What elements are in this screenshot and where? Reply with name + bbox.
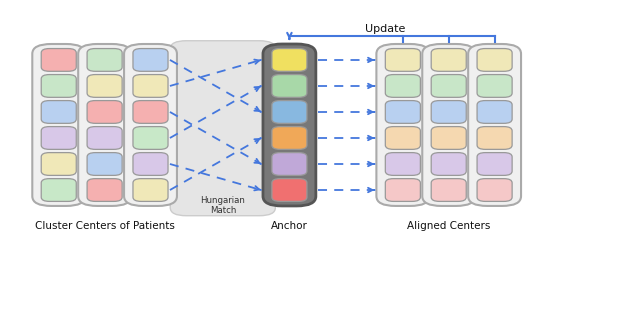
FancyBboxPatch shape (376, 44, 429, 206)
FancyBboxPatch shape (431, 74, 467, 97)
Text: Cluster Centers of Patients: Cluster Centers of Patients (35, 221, 175, 231)
FancyBboxPatch shape (170, 41, 275, 216)
FancyBboxPatch shape (32, 44, 85, 206)
FancyBboxPatch shape (87, 179, 122, 201)
FancyBboxPatch shape (133, 74, 168, 97)
Text: Hungarian
Match: Hungarian Match (200, 196, 245, 215)
FancyBboxPatch shape (124, 44, 177, 206)
FancyBboxPatch shape (477, 74, 512, 97)
FancyBboxPatch shape (477, 153, 512, 175)
FancyBboxPatch shape (272, 179, 307, 201)
FancyBboxPatch shape (477, 179, 512, 201)
FancyBboxPatch shape (87, 49, 122, 71)
FancyBboxPatch shape (477, 127, 512, 149)
FancyBboxPatch shape (431, 127, 467, 149)
FancyBboxPatch shape (133, 127, 168, 149)
FancyBboxPatch shape (41, 74, 76, 97)
Text: Update: Update (365, 24, 406, 34)
FancyBboxPatch shape (41, 179, 76, 201)
FancyBboxPatch shape (272, 74, 307, 97)
FancyBboxPatch shape (431, 101, 467, 123)
FancyBboxPatch shape (87, 74, 122, 97)
FancyBboxPatch shape (87, 127, 122, 149)
FancyBboxPatch shape (431, 49, 467, 71)
FancyBboxPatch shape (385, 49, 420, 71)
FancyBboxPatch shape (385, 179, 420, 201)
FancyBboxPatch shape (431, 179, 467, 201)
FancyBboxPatch shape (385, 153, 420, 175)
Text: Aligned Centers: Aligned Centers (407, 221, 490, 231)
FancyBboxPatch shape (272, 101, 307, 123)
FancyBboxPatch shape (133, 101, 168, 123)
FancyBboxPatch shape (87, 153, 122, 175)
FancyBboxPatch shape (133, 49, 168, 71)
FancyBboxPatch shape (477, 101, 512, 123)
FancyBboxPatch shape (133, 179, 168, 201)
FancyBboxPatch shape (477, 49, 512, 71)
FancyBboxPatch shape (385, 127, 420, 149)
FancyBboxPatch shape (431, 153, 467, 175)
Text: Anchor: Anchor (271, 221, 308, 231)
FancyBboxPatch shape (385, 101, 420, 123)
FancyBboxPatch shape (78, 44, 131, 206)
FancyBboxPatch shape (272, 153, 307, 175)
FancyBboxPatch shape (87, 101, 122, 123)
FancyBboxPatch shape (133, 153, 168, 175)
FancyBboxPatch shape (41, 127, 76, 149)
FancyBboxPatch shape (263, 44, 316, 206)
FancyBboxPatch shape (385, 74, 420, 97)
FancyBboxPatch shape (272, 49, 307, 71)
FancyBboxPatch shape (422, 44, 475, 206)
FancyBboxPatch shape (41, 153, 76, 175)
FancyBboxPatch shape (468, 44, 521, 206)
FancyBboxPatch shape (41, 101, 76, 123)
FancyBboxPatch shape (272, 127, 307, 149)
FancyBboxPatch shape (41, 49, 76, 71)
